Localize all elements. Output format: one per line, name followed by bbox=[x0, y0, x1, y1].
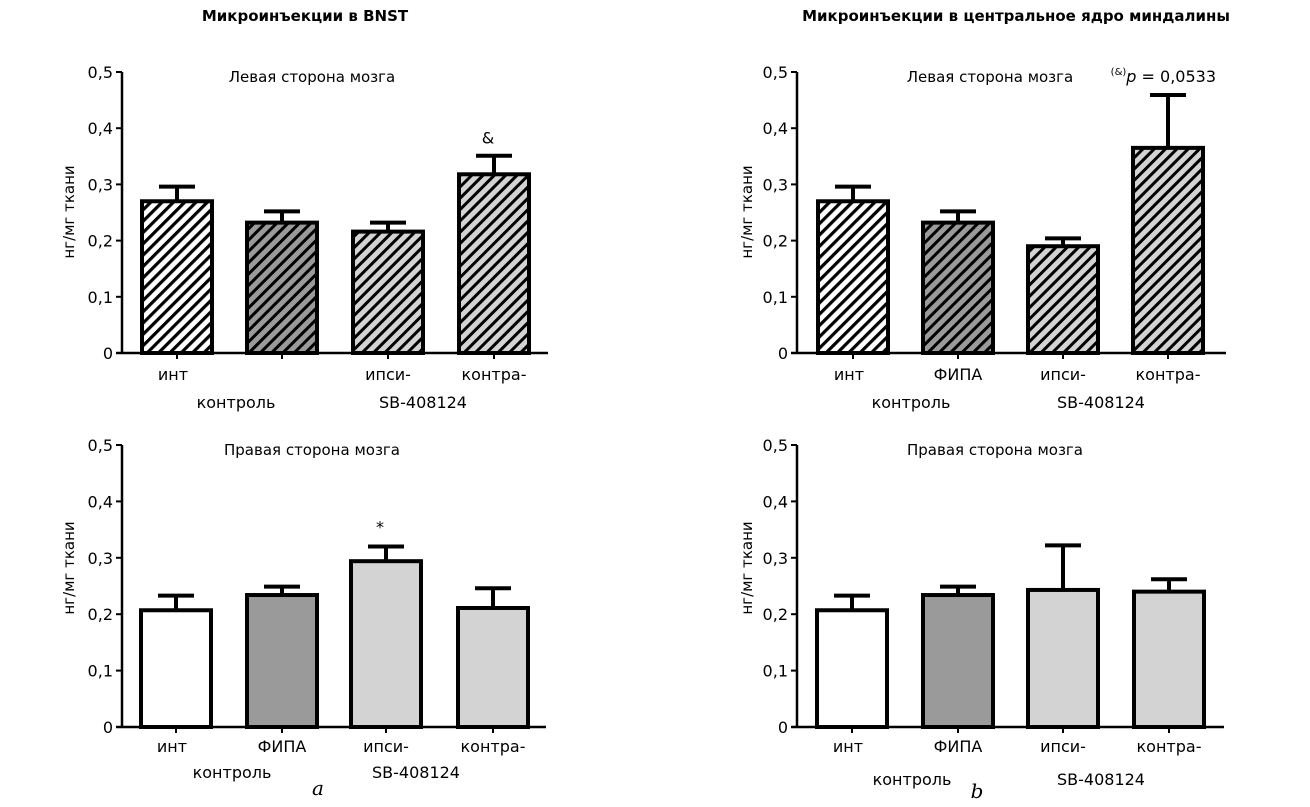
bar bbox=[921, 220, 995, 355]
x-tick-label: ипси- bbox=[363, 737, 409, 756]
bars: & bbox=[140, 129, 531, 359]
y-tick-label: 0,2 bbox=[763, 605, 788, 624]
x-group-label: SB-408124 bbox=[372, 763, 460, 782]
y-tick-label: 0,5 bbox=[763, 63, 788, 82]
y-tick-label: 0,1 bbox=[88, 288, 113, 307]
chart-amygdala-left: Микроинъекции в центральное ядро миндали… bbox=[738, 7, 1230, 412]
x-tick-label: контра- bbox=[461, 737, 526, 756]
bar bbox=[245, 593, 319, 729]
x-tick-labels: инт ФИПА ипси-контра-контроль SB-408124 bbox=[834, 365, 1201, 412]
x-group-label: SB-408124 bbox=[1057, 770, 1145, 789]
x-tick-label: ФИПА bbox=[934, 365, 983, 384]
annotation-value: = 0,0533 bbox=[1136, 67, 1216, 86]
y-tick-label: 0 bbox=[103, 718, 113, 737]
bar bbox=[245, 220, 319, 355]
bar bbox=[816, 199, 890, 355]
x-tick-label: ипси- bbox=[1040, 737, 1086, 756]
chart-subtitle: Правая сторона мозга bbox=[907, 441, 1083, 459]
chart-subtitle: Правая сторона мозга bbox=[224, 441, 400, 459]
x-tick-label: контра- bbox=[1137, 737, 1202, 756]
y-tick-label: 0,4 bbox=[88, 119, 113, 138]
y-tick-label: 0,1 bbox=[88, 662, 113, 681]
bars: * bbox=[139, 518, 530, 733]
y-tick-label: 0,1 bbox=[763, 662, 788, 681]
y-tick-label: 0,4 bbox=[88, 492, 113, 511]
y-tick-label: 0,5 bbox=[88, 63, 113, 82]
x-tick-labels: инт ФИПА ипси-контра-контроль SB-408124 bbox=[157, 737, 526, 782]
x-tick-label: инт bbox=[157, 737, 187, 756]
x-group-label: контроль bbox=[873, 770, 952, 789]
bar bbox=[1131, 145, 1205, 355]
y-tick-label: 0,4 bbox=[763, 492, 788, 511]
bar bbox=[1132, 589, 1206, 730]
y-tick-label: 0,2 bbox=[88, 232, 113, 251]
bar bbox=[1026, 587, 1100, 729]
panel-label-a: a bbox=[312, 776, 324, 800]
y-tick-label: 0,2 bbox=[88, 605, 113, 624]
x-tick-labels: инт ФИПА ипси-контра-контроль SB-408124 bbox=[833, 737, 1202, 789]
significance-marker: * bbox=[376, 518, 384, 537]
bar bbox=[921, 593, 995, 729]
bar bbox=[140, 199, 214, 355]
chart-amygdala-right: Правая сторона мозга нг/мг ткани b 0 0,1 0… bbox=[738, 436, 1224, 803]
bar bbox=[815, 608, 889, 730]
chart-subtitle: Левая сторона мозга bbox=[229, 68, 396, 86]
y-tick-label: 0,1 bbox=[763, 288, 788, 307]
annotation-superscript: (&) bbox=[1111, 67, 1127, 78]
bar bbox=[349, 559, 423, 730]
significance-marker: & bbox=[482, 129, 494, 148]
y-tick-label: 0,4 bbox=[763, 119, 788, 138]
x-tick-label: ФИПА bbox=[934, 737, 983, 756]
x-group-label: контроль bbox=[197, 393, 276, 412]
y-tick-label: 0,3 bbox=[763, 549, 788, 568]
y-tick-label: 0 bbox=[778, 344, 788, 363]
bars bbox=[815, 543, 1206, 733]
bars bbox=[816, 93, 1205, 359]
y-axis-label: нг/мг ткани bbox=[60, 521, 78, 614]
x-tick-label: инт bbox=[158, 365, 188, 384]
bar bbox=[1026, 244, 1100, 355]
y-tick-label: 0,3 bbox=[763, 175, 788, 194]
x-tick-label: инт bbox=[833, 737, 863, 756]
p-value-annotation: (&)p = 0,0533 bbox=[1111, 67, 1216, 86]
x-tick-label: контра- bbox=[462, 365, 527, 384]
x-group-label: контроль bbox=[872, 393, 951, 412]
chart-bnst-left: Микроинъекции в BNST Левая сторона мозга… bbox=[60, 7, 548, 412]
y-tick-label: 0 bbox=[778, 718, 788, 737]
chart-title: Микроинъекции в центральное ядро миндали… bbox=[802, 7, 1230, 25]
x-tick-label: ФИПА bbox=[258, 737, 307, 756]
y-axis-label: нг/мг ткани bbox=[738, 521, 756, 614]
x-tick-label: контра- bbox=[1136, 365, 1201, 384]
chart-title: Микроинъекции в BNST bbox=[202, 7, 409, 25]
x-tick-label: ипси- bbox=[365, 365, 411, 384]
y-axis-label: нг/мг ткани bbox=[60, 165, 78, 258]
x-tick-label: ипси- bbox=[1040, 365, 1086, 384]
y-tick-label: 0,3 bbox=[88, 175, 113, 194]
chart-subtitle: Левая сторона мозга bbox=[907, 68, 1074, 86]
x-tick-label: инт bbox=[834, 365, 864, 384]
y-tick-label: 0 bbox=[103, 344, 113, 363]
bar bbox=[456, 605, 530, 729]
y-tick-label: 0,5 bbox=[763, 436, 788, 455]
y-tick-label: 0,3 bbox=[88, 549, 113, 568]
x-group-label: SB-408124 bbox=[379, 393, 467, 412]
chart-bnst-right: Правая сторона мозга нг/мг ткани a 0 0,1 0… bbox=[60, 436, 546, 800]
bar bbox=[139, 608, 213, 730]
panel-label-b: b bbox=[971, 779, 984, 803]
y-tick-label: 0,5 bbox=[88, 436, 113, 455]
bar bbox=[351, 229, 425, 355]
x-tick-labels: инт ипси-контра-контроль SB-408124 bbox=[158, 365, 527, 412]
bar bbox=[457, 172, 531, 355]
annotation-p: p bbox=[1125, 67, 1136, 86]
y-tick-label: 0,2 bbox=[763, 232, 788, 251]
x-group-label: контроль bbox=[193, 763, 272, 782]
y-axis-label: нг/мг ткани bbox=[738, 165, 756, 258]
x-group-label: SB-408124 bbox=[1057, 393, 1145, 412]
